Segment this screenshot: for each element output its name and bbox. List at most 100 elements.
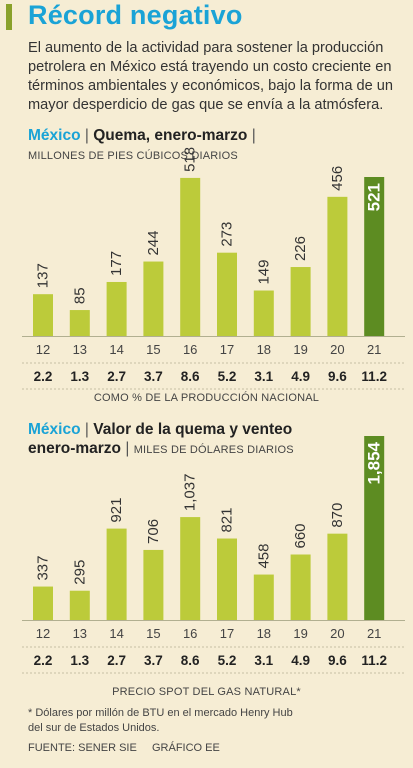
chart1-secondary-value-20: 9.6 (328, 369, 347, 384)
chart1-tick-label-15: 15 (146, 342, 160, 357)
chart1-secondary-value-21: 11.2 (361, 369, 387, 384)
chart1-bar-15 (143, 261, 164, 336)
chart1-bar-19 (290, 267, 311, 336)
chart2-bar-13 (69, 590, 90, 620)
chart1-bar-18 (253, 290, 274, 336)
chart1-value-label-13: 85 (71, 287, 88, 304)
chart1-tick-label-13: 13 (73, 342, 87, 357)
chart1-tick-label-17: 17 (220, 342, 234, 357)
chart2-bar-19 (290, 554, 311, 620)
chart2-tick-label-12: 12 (36, 626, 50, 641)
chart2-svg: 337 12 2.2 295 13 1.3 921 14 2.7 706 15 3.7 1,037 16 8… (22, 436, 405, 674)
chart2-value-label-19: 660 (292, 523, 309, 548)
chart2-bar-18 (253, 574, 274, 620)
chart1-tick-label-19: 19 (293, 342, 307, 357)
chart2-tick-label-16: 16 (183, 626, 197, 641)
chart1-value-label-17: 273 (219, 222, 236, 247)
source-text: FUENTE: SENER SIE (28, 742, 137, 754)
chart2-secondary-value-20: 9.6 (328, 653, 347, 668)
chart2-tick-label-14: 14 (109, 626, 123, 641)
chart1-bar-20 (327, 196, 348, 336)
chart1-value-label-16: 518 (182, 147, 199, 172)
chart2-value-label-21: 1,854 (365, 441, 384, 484)
chart1-title: México | Quema, enero-marzo | (28, 127, 256, 145)
chart2-secondary-value-21: 11.2 (361, 653, 387, 668)
chart2-value-label-13: 295 (71, 560, 88, 585)
chart1-bar-13 (69, 310, 90, 336)
chart1-bar-16 (180, 177, 201, 336)
chart1-secondary-value-18: 3.1 (254, 369, 273, 384)
chart1-bar-12 (33, 294, 53, 336)
chart1-value-label-20: 456 (329, 166, 346, 191)
chart2-secondary-value-14: 2.7 (107, 653, 126, 668)
chart1-secondary-value-12: 2.2 (34, 369, 53, 384)
chart2-value-label-16: 1,037 (182, 474, 199, 512)
chart2-title: México | Valor de la quema y venteo (28, 421, 292, 439)
chart2-secondary-value-15: 3.7 (144, 653, 163, 668)
footnote-line2: del sur de Estados Unidos. (28, 722, 160, 734)
chart2-bottom-caption: PRECIO SPOT DEL GAS NATURAL* (112, 686, 301, 698)
chart1-tick-label-20: 20 (330, 342, 344, 357)
chart1-secondary-value-16: 8.6 (181, 369, 200, 384)
chart2-value-label-20: 870 (329, 503, 346, 528)
chart2-secondary-value-18: 3.1 (254, 653, 273, 668)
chart2-separator: | (84, 421, 89, 438)
chart1-value-label-18: 149 (255, 259, 272, 284)
chart2-bar-17 (217, 538, 237, 620)
chart2-secondary-value-16: 8.6 (181, 653, 200, 668)
chart2-value-label-18: 458 (255, 544, 272, 569)
chart2-tick-label-13: 13 (73, 626, 87, 641)
chart2-secondary-value-17: 5.2 (218, 653, 237, 668)
chart2-tick-label-19: 19 (293, 626, 307, 641)
chart1-country: México (28, 127, 81, 144)
title-accent-bar (6, 4, 12, 30)
chart1-secondary-value-19: 4.9 (291, 369, 310, 384)
chart2-bar-15 (143, 549, 164, 620)
chart2-unit: MILES DE DÓLARES DIARIOS (133, 444, 294, 456)
chart1-value-label-14: 177 (108, 251, 125, 276)
chart1-value-label-15: 244 (145, 231, 162, 256)
chart1-svg: 137 12 2.2 85 13 1.3 177 14 2.7 244 15 3.7 518 16 8.6 2… (22, 147, 405, 390)
chart2-secondary-value-13: 1.3 (70, 653, 89, 668)
chart1-bottom-caption: COMO % DE LA PRODUCCIÓN NACIONAL (93, 392, 320, 404)
credit-text: GRÁFICO EE (152, 742, 220, 754)
chart1-tick-label-12: 12 (36, 342, 50, 357)
chart2-tick-label-15: 15 (146, 626, 160, 641)
chart1-secondary-value-13: 1.3 (70, 369, 89, 384)
chart2-country: México (28, 421, 81, 438)
chart2-bar-14 (106, 528, 127, 620)
chart2-secondary-value-19: 4.9 (291, 653, 310, 668)
chart2-tick-label-18: 18 (257, 626, 271, 641)
chart1-tick-label-18: 18 (257, 342, 271, 357)
chart1-separator: | (84, 127, 89, 144)
chart1-tick-label-16: 16 (183, 342, 197, 357)
chart1-secondary-value-14: 2.7 (107, 369, 126, 384)
chart1-secondary-value-17: 5.2 (218, 369, 237, 384)
chart1-bar-21 (364, 177, 385, 336)
chart1-value-label-19: 226 (292, 236, 309, 261)
chart1-unit: MILLONES DE PIES CÚBICOS DIARIOS (28, 150, 238, 162)
chart2-title-line2: enero-marzo (28, 440, 122, 457)
chart1-tick-label-14: 14 (109, 342, 123, 357)
chart1-tick-label-21: 21 (367, 342, 381, 357)
footnote-line1: * Dólares por millón de BTU en el mercad… (28, 707, 293, 719)
chart2-bar-16 (180, 517, 201, 620)
chart2-secondary-value-12: 2.2 (34, 653, 53, 668)
chart1-value-label-21: 521 (365, 183, 384, 211)
chart2-tick-label-17: 17 (220, 626, 234, 641)
chart2-tick-label-21: 21 (367, 626, 381, 641)
chart2-title-line1: Valor de la quema y venteo (93, 421, 293, 438)
chart2-bar-12 (33, 586, 53, 620)
chart2-tick-label-20: 20 (330, 626, 344, 641)
chart1-bar-17 (217, 252, 237, 336)
chart2-bar-21 (364, 436, 385, 620)
chart2-value-label-17: 821 (219, 507, 236, 532)
chart1-secondary-value-15: 3.7 (144, 369, 163, 384)
chart1-bar-14 (106, 281, 127, 336)
chart2-bar-20 (327, 533, 348, 620)
chart2-value-label-12: 337 (35, 556, 52, 581)
intro-text: El aumento de la actividad para sostener… (28, 40, 394, 113)
chart2-separator-2: | (125, 440, 130, 457)
chart2-title-2: enero-marzo | MILES DE DÓLARES DIARIOS (28, 440, 294, 459)
chart1-title-text: Quema, enero-marzo (93, 127, 248, 144)
